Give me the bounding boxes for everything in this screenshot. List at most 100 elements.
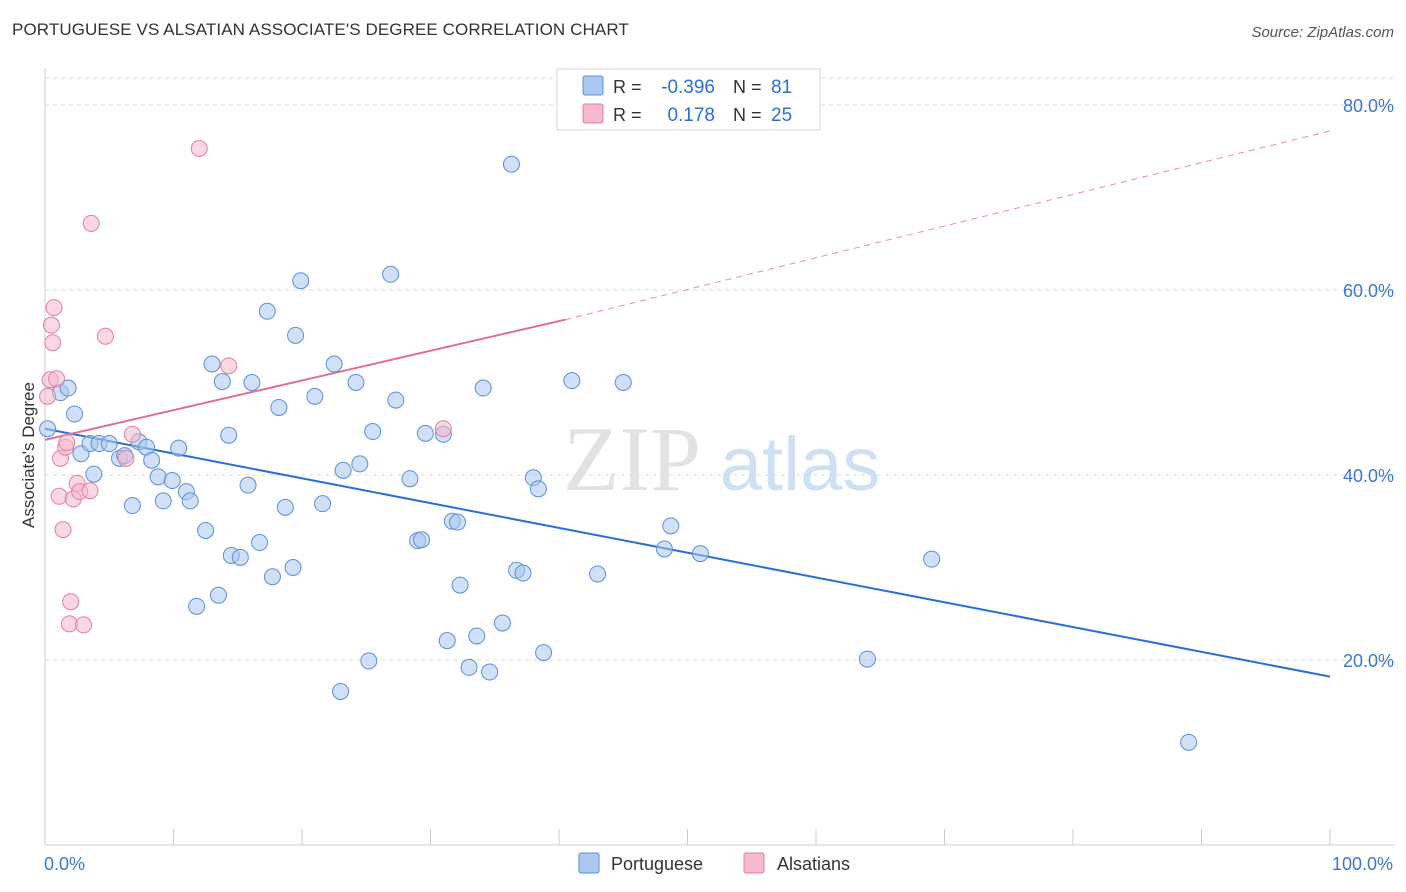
portuguese-points [39, 155, 1198, 751]
portuguese-point [529, 480, 547, 498]
legend-alsatian-n-value: 25 [771, 105, 792, 126]
alsatian-point [117, 449, 135, 467]
portuguese-point [1180, 733, 1198, 751]
grid-lines [45, 77, 1395, 661]
portuguese-point [276, 498, 294, 516]
portuguese-point [451, 576, 469, 594]
tick-labels: 20.0% 40.0% 60.0% 80.0% 0.0% 100.0% [44, 96, 1394, 874]
portuguese-point [382, 265, 400, 283]
alsatian-point [54, 521, 72, 539]
bottom-legend-portuguese: Portuguese [611, 854, 703, 874]
portuguese-point [85, 465, 103, 483]
bottom-legend-swatch-portuguese [578, 852, 600, 874]
chart-title: PORTUGUESE VS ALSATIAN ASSOCIATE'S DEGRE… [12, 20, 629, 39]
alsatian-point [44, 334, 62, 352]
legend-swatch-portuguese [582, 75, 604, 96]
alsatian-point [62, 593, 80, 611]
portuguese-point [655, 540, 673, 558]
bottom-legend-swatch-alsatian [743, 852, 765, 874]
portuguese-point [535, 644, 553, 662]
alsatian-point [220, 357, 238, 375]
portuguese-point [448, 513, 466, 531]
source-label: Source: ZipAtlas.com [1251, 24, 1394, 41]
portuguese-trend-line [44, 427, 1331, 678]
portuguese-point [209, 586, 227, 604]
portuguese-point [220, 426, 238, 444]
y-axis-label: Associate's Degree [19, 382, 38, 528]
alsatian-point [58, 434, 76, 452]
watermark-zip: ZIP [563, 408, 701, 510]
legend-portuguese-n-label: N = [733, 77, 762, 97]
portuguese-point [59, 379, 77, 397]
alsatian-trend-line [44, 318, 566, 441]
y-tick-label: 20.0% [1343, 651, 1394, 671]
legend-alsatian-n-label: N = [733, 105, 762, 125]
alsatian-point [45, 299, 63, 317]
portuguese-point [614, 374, 632, 391]
portuguese-point [243, 374, 261, 391]
bottom-legend-alsatians: Alsatians [777, 854, 850, 874]
alsatian-point [96, 327, 114, 345]
portuguese-point [270, 398, 288, 416]
portuguese-point [143, 451, 161, 469]
portuguese-point [334, 461, 352, 479]
alsatian-point [60, 615, 78, 633]
portuguese-point [263, 568, 281, 586]
y-tick-label: 80.0% [1343, 96, 1394, 116]
portuguese-point [351, 455, 369, 473]
alsatian-point [39, 387, 57, 405]
portuguese-point [170, 439, 188, 457]
y-tick-label: 40.0% [1343, 466, 1394, 486]
portuguese-point [231, 548, 249, 566]
portuguese-point [332, 682, 350, 700]
portuguese-point [197, 522, 215, 539]
legend-box: R = -0.396 N = 81 R = 0.178 N = 25 [556, 68, 821, 131]
alsatian-point [75, 616, 93, 634]
portuguese-point [460, 658, 478, 676]
portuguese-point [213, 373, 231, 391]
portuguese-point [416, 424, 434, 442]
legend-alsatian-r-label: R = [613, 105, 642, 125]
portuguese-point [203, 355, 221, 373]
y-tick-label: 60.0% [1343, 281, 1394, 301]
portuguese-point [401, 470, 419, 488]
portuguese-point [100, 435, 118, 453]
portuguese-point [438, 632, 456, 650]
portuguese-point [292, 272, 310, 290]
alsatian-point [434, 420, 452, 438]
x-tick-label-min: 0.0% [44, 854, 85, 874]
portuguese-point [474, 379, 492, 397]
legend-portuguese-r-label: R = [613, 77, 642, 97]
portuguese-point [287, 326, 305, 344]
portuguese-point [188, 597, 206, 615]
portuguese-point [481, 663, 499, 681]
portuguese-point [468, 627, 486, 645]
alsatian-points [39, 139, 452, 634]
portuguese-point [413, 531, 431, 549]
watermark-atlas: atlas [720, 422, 881, 507]
portuguese-point [123, 497, 141, 515]
portuguese-point [589, 565, 607, 583]
portuguese-point [39, 420, 57, 438]
alsatian-point [190, 139, 208, 157]
portuguese-point [149, 468, 167, 486]
portuguese-point [923, 550, 941, 568]
portuguese-point [325, 355, 343, 373]
portuguese-point [258, 302, 276, 320]
trend-lines [44, 130, 1331, 678]
alsatian-point [50, 487, 68, 505]
alsatian-point [81, 482, 99, 500]
portuguese-point [691, 545, 709, 563]
portuguese-point [314, 495, 332, 513]
watermark: ZIP atlas [563, 408, 880, 510]
portuguese-point [239, 476, 257, 494]
legend-alsatian-r-value: 0.178 [667, 105, 715, 126]
portuguese-point [284, 559, 302, 576]
portuguese-point [502, 155, 520, 173]
portuguese-point [181, 492, 199, 510]
legend-portuguese-r-value: -0.396 [661, 77, 715, 98]
x-tick-label-max: 100.0% [1332, 854, 1393, 874]
portuguese-point [163, 472, 181, 490]
portuguese-point [347, 374, 365, 391]
portuguese-point [306, 387, 324, 405]
